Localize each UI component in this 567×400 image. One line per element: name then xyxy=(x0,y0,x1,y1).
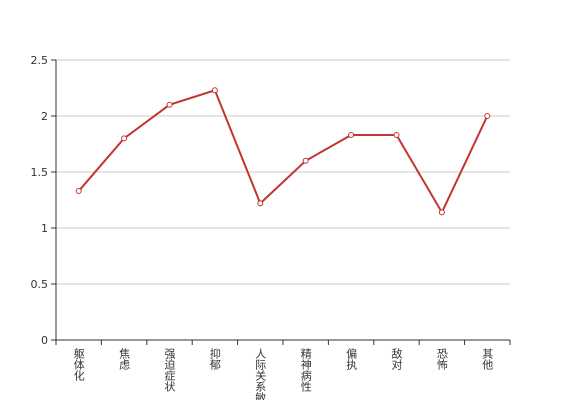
x-tick-label: 人际关系敏感 xyxy=(254,348,267,400)
y-tick-label: 0 xyxy=(41,334,48,347)
point xyxy=(211,87,218,94)
x-tick-label: 恐怖 xyxy=(435,348,448,370)
x-tick-label: 抑郁 xyxy=(208,347,221,370)
x-tick-label: 强迫症状 xyxy=(163,348,176,392)
y-tick-label: 1 xyxy=(41,222,48,235)
point xyxy=(75,188,82,195)
y-tick-label: 2 xyxy=(41,110,48,123)
x-tick-label: 躯体化 xyxy=(72,348,85,382)
point xyxy=(438,209,445,216)
point xyxy=(348,132,355,139)
point xyxy=(393,132,400,139)
point xyxy=(121,135,128,142)
point xyxy=(257,200,264,207)
x-tick-label: 敌对 xyxy=(390,347,403,370)
line xyxy=(77,89,489,215)
y-tick-label: 0.5 xyxy=(31,278,49,291)
point xyxy=(302,157,309,164)
x-tick-label: 其他 xyxy=(481,348,494,370)
point xyxy=(484,113,491,119)
point xyxy=(166,101,173,108)
y-tick-label: 1.5 xyxy=(31,166,49,179)
y-tick-label: 2.5 xyxy=(31,54,49,67)
x-tick-label: 精神病性 xyxy=(299,348,312,393)
x-tick-label: 偏执 xyxy=(345,347,358,371)
x-tick-label: 焦虑 xyxy=(118,348,131,370)
